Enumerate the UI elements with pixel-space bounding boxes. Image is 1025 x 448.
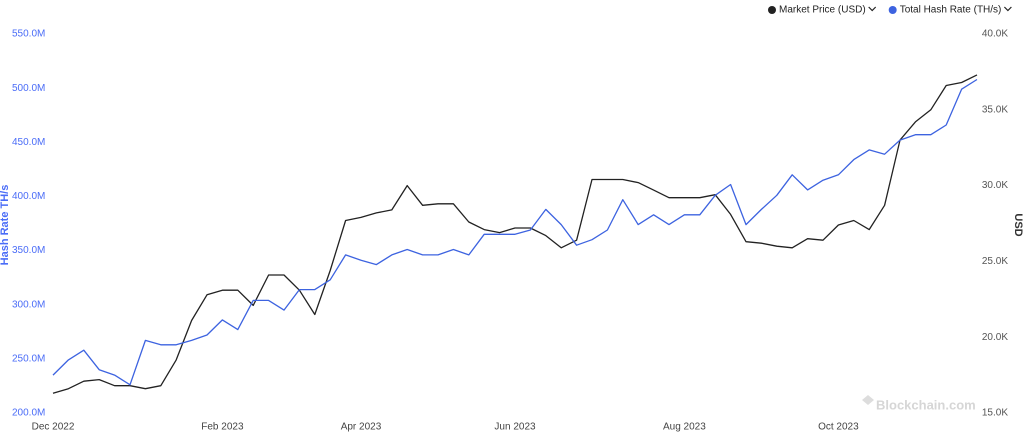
y-axis-label: Hash Rate TH/s [0, 185, 11, 266]
y2-tick-label: 20.0K [982, 332, 1008, 343]
y2-tick-label: 35.0K [982, 104, 1008, 115]
series-line [52, 74, 978, 394]
y-tick-label: 250.0M [12, 353, 45, 364]
legend-label: Market Price (USD) [779, 5, 866, 16]
y-tick-label: 350.0M [12, 245, 45, 256]
watermark-text: Blockchain.com [876, 397, 976, 412]
y2-axis-label: USD [1012, 213, 1024, 236]
y-tick-label: 500.0M [12, 83, 45, 94]
legend-label: Total Hash Rate (TH/s) [900, 5, 1002, 16]
x-tick-label: Feb 2023 [201, 422, 244, 433]
y-tick-label: 400.0M [12, 191, 45, 202]
y-tick-label: 300.0M [12, 299, 45, 310]
legend-chevron [1003, 6, 1012, 12]
legend: Market Price (USD) Total Hash Rate (TH/s) [768, 5, 1012, 16]
y-tick-label: 550.0M [12, 29, 45, 40]
x-tick-label: Apr 2023 [341, 422, 382, 433]
y2-tick-label: 30.0K [982, 180, 1008, 191]
y2-tick-label: 40.0K [982, 29, 1008, 40]
legend-marker [888, 6, 897, 14]
watermark-logo [862, 395, 874, 405]
watermark: Blockchain.com [862, 395, 976, 412]
x-tick-label: Aug 2023 [663, 422, 706, 433]
y2-tick-label: 25.0K [982, 256, 1008, 267]
y2-tick-label: 15.0K [982, 408, 1008, 419]
x-tick-label: Jun 2023 [494, 422, 536, 433]
legend-chevron [868, 6, 877, 12]
y-tick-label: 450.0M [12, 137, 45, 148]
legend-marker [768, 6, 776, 14]
x-tick-label: Dec 2022 [32, 422, 75, 433]
y-tick-label: 200.0M [12, 408, 45, 419]
x-tick-label: Oct 2023 [818, 422, 859, 433]
series-line [52, 78, 978, 386]
